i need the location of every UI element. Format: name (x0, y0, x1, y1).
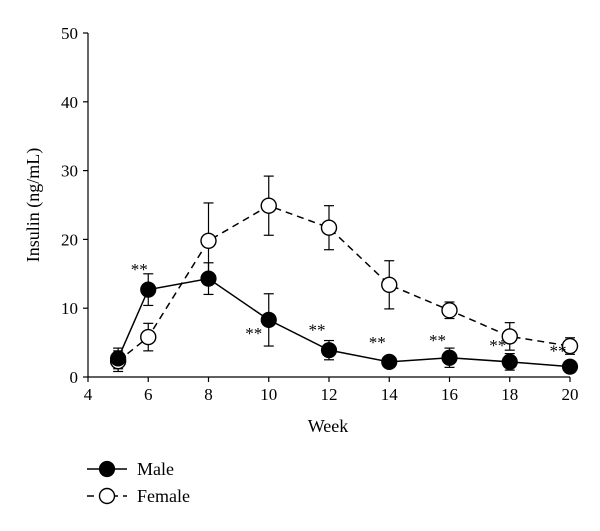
data-point-female (381, 276, 398, 294)
x-tick-label: 4 (84, 385, 93, 404)
data-point-female (561, 337, 579, 355)
data-point-female (200, 232, 217, 249)
y-tick-label: 40 (61, 93, 78, 112)
data-point-male (381, 353, 398, 370)
legend-marker-male (98, 460, 116, 478)
data-point-male (441, 349, 458, 366)
x-tick-label: 20 (562, 385, 579, 404)
legend-item-female: Female (87, 486, 190, 506)
y-axis-label: Insulin (ng/mL) (23, 148, 44, 263)
significance-annotation: ** (245, 324, 262, 343)
y-tick-label: 20 (61, 230, 78, 249)
significance-annotation: ** (489, 336, 506, 355)
data-point-male (501, 353, 518, 370)
y-tick-label: 30 (61, 162, 78, 181)
x-axis-label: Week (308, 416, 349, 436)
x-tick-label: 8 (204, 385, 213, 404)
data-point-female (140, 328, 157, 346)
data-point-male (260, 311, 277, 328)
legend-label-female: Female (137, 486, 190, 506)
x-tick-label: 18 (501, 385, 518, 404)
significance-annotation: ** (369, 333, 386, 352)
data-point-male (140, 281, 157, 298)
significance-annotation: ** (549, 341, 566, 360)
significance-annotation: ** (131, 260, 148, 279)
significance-annotation: ** (308, 321, 325, 340)
y-tick-label: 50 (61, 24, 78, 43)
data-point-male (200, 270, 217, 287)
legend: Male Female (87, 459, 190, 506)
x-tick-label: 14 (381, 385, 399, 404)
legend-item-male: Male (87, 459, 174, 479)
data-point-male (561, 358, 579, 375)
data-point-female (501, 328, 518, 345)
plot-area: ** ** ** ** ** ** ** (109, 175, 579, 375)
data-point-male (110, 350, 127, 367)
y-tick-label: 10 (61, 299, 78, 318)
data-point-female (441, 302, 458, 319)
data-point-female (260, 197, 277, 214)
legend-marker-female (98, 487, 116, 505)
x-tick-label: 16 (441, 385, 458, 404)
axes: 0 10 20 30 40 50 4 6 8 10 12 14 16 18 20 (61, 24, 579, 404)
x-tick-label: 12 (321, 385, 338, 404)
x-tick-label: 10 (260, 385, 277, 404)
series-line-female (117, 204, 571, 362)
data-point-female (320, 219, 338, 236)
y-tick-label: 0 (70, 368, 79, 387)
x-tick-label: 6 (144, 385, 153, 404)
legend-label-male: Male (137, 459, 174, 479)
significance-annotation: ** (429, 331, 446, 350)
data-point-male (320, 342, 338, 359)
